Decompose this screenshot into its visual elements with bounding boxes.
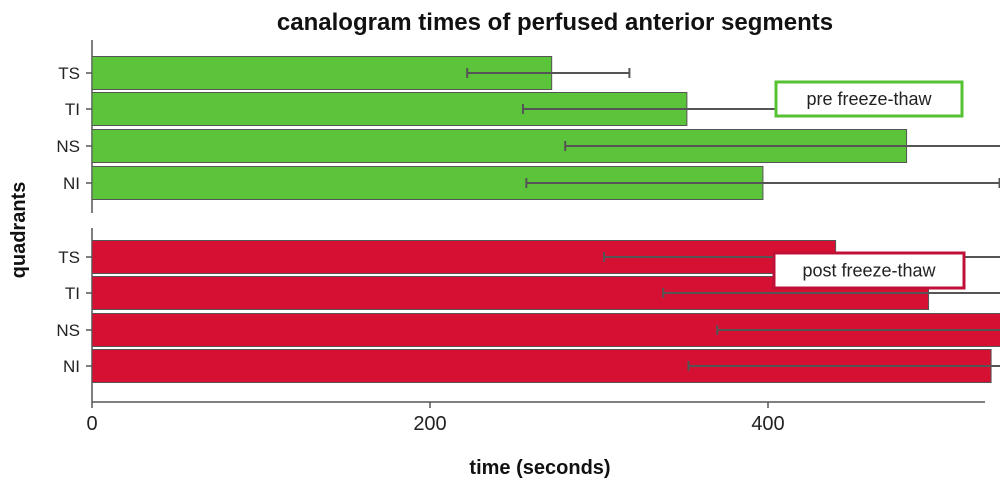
chart-title: canalogram times of perfused anterior se… bbox=[277, 9, 833, 36]
category-label-pre-ni: NI bbox=[63, 174, 80, 193]
category-label-pre-ns: NS bbox=[56, 137, 80, 156]
x-axis-label: time (seconds) bbox=[469, 457, 610, 479]
legend-label-post: post freeze-thaw bbox=[802, 261, 936, 281]
legend-box-post bbox=[772, 251, 966, 290]
category-label-post-ti: TI bbox=[65, 284, 80, 303]
x-tick-label-0: 0 bbox=[86, 413, 97, 435]
legend-label-pre: pre freeze-thaw bbox=[806, 89, 932, 109]
category-label-pre-ti: TI bbox=[65, 100, 80, 119]
bar-post-ns bbox=[91, 313, 1000, 347]
legend-box-pre bbox=[774, 80, 964, 118]
y-axis-label: quadrants bbox=[8, 182, 30, 279]
category-label-post-ts: TS bbox=[58, 248, 80, 267]
panel-post: TS TI NS NI post freeze-thaw bbox=[56, 228, 1000, 402]
x-axis-ticks: 02004006008001000 bbox=[86, 402, 785, 435]
category-label-pre-ts: TS bbox=[58, 64, 80, 83]
category-label-post-ns: NS bbox=[56, 321, 80, 340]
x-tick-label-200: 200 bbox=[413, 413, 446, 435]
panel-pre: TS TI NS NI pre freeze-thaw bbox=[56, 40, 1000, 213]
x-tick-label-400: 400 bbox=[751, 413, 784, 435]
category-label-post-ni: NI bbox=[63, 357, 80, 376]
